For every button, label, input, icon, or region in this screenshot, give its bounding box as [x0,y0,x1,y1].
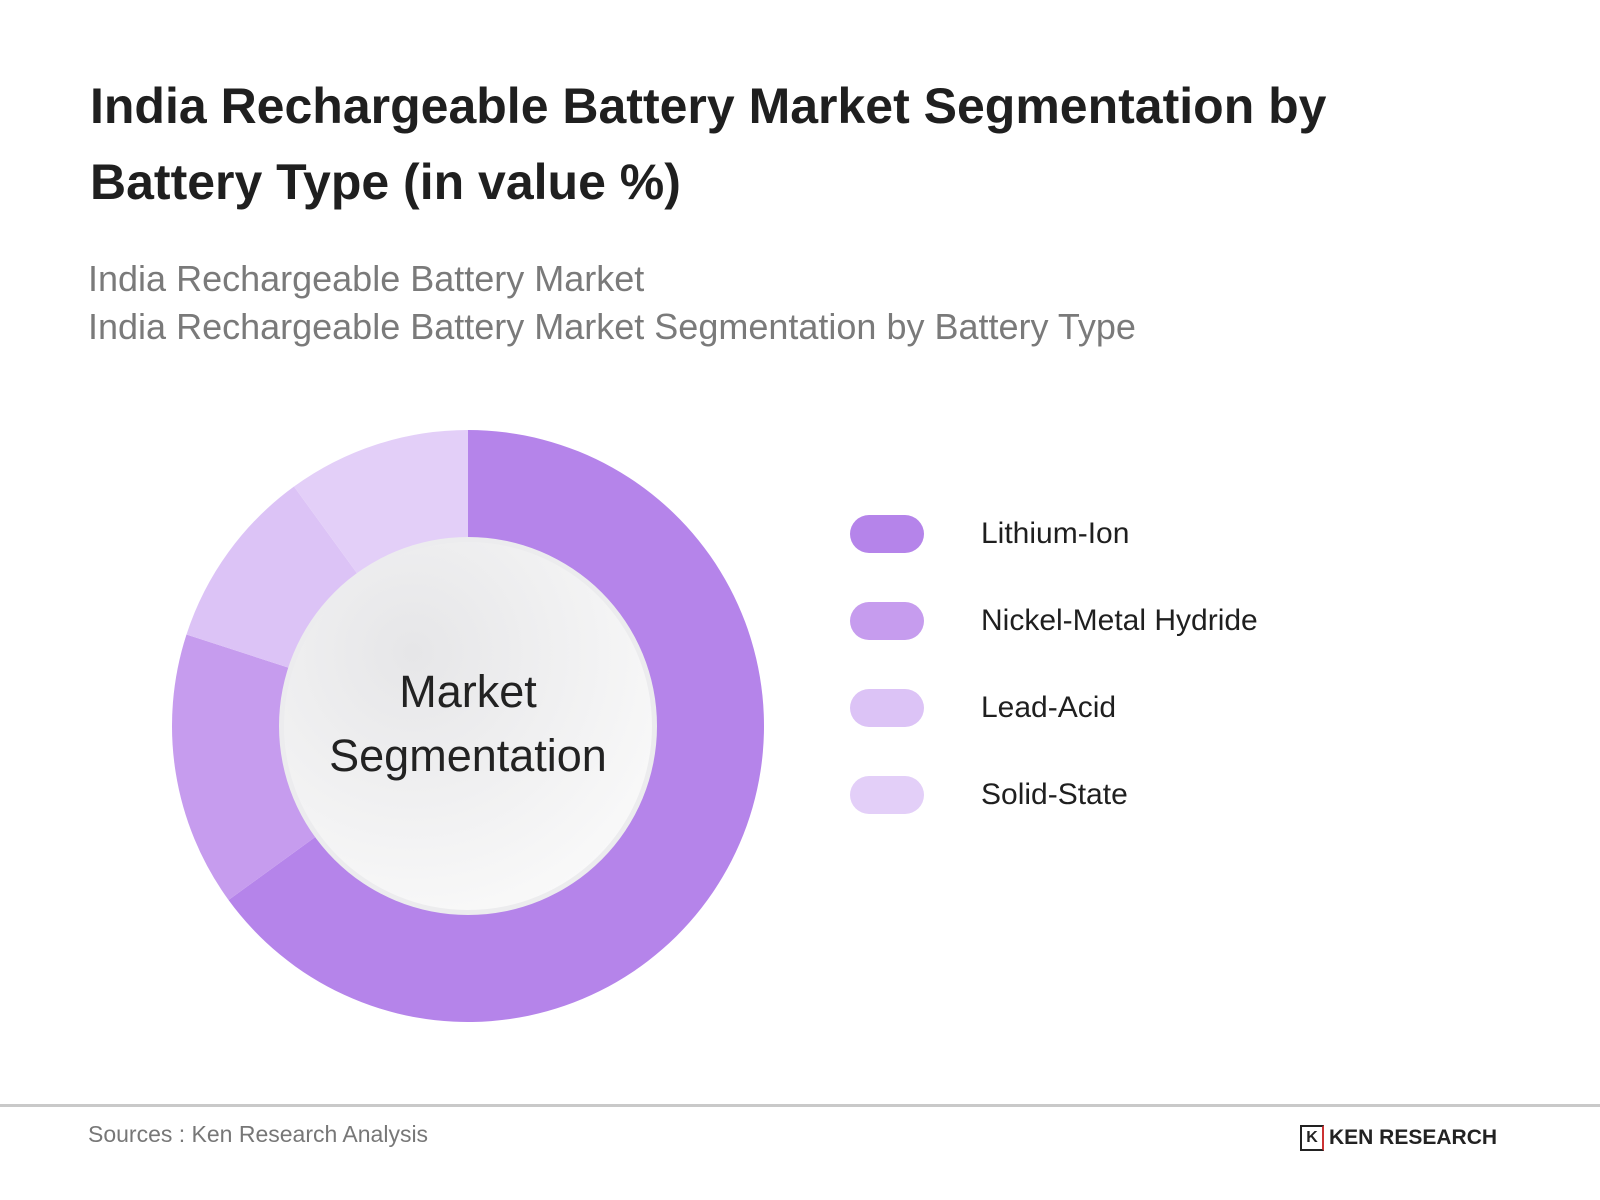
ken-research-logo: K KEN RESEARCH [1300,1125,1497,1151]
legend-swatch [850,602,924,640]
center-label-line-2: Segmentation [329,730,607,781]
legend-label: Solid-State [981,778,1128,811]
legend-label: Lead-Acid [981,691,1117,724]
logo-text: KEN RESEARCH [1329,1126,1498,1149]
chart-title: India Rechargeable Battery Market Segmen… [90,78,1327,210]
legend-label: Nickel-Metal Hydride [981,604,1258,637]
legend-swatch [850,776,924,814]
source-note: Sources : Ken Research Analysis [88,1121,429,1147]
legend-swatch [850,689,924,727]
logo-mark-icon: K [1300,1125,1324,1151]
center-label-line-1: Market [399,666,537,717]
subtitle-market: India Rechargeable Battery Market [88,258,645,299]
subtitle-segmentation: India Rechargeable Battery Market Segmen… [88,306,1136,347]
footer-divider [0,1104,1600,1107]
legend-item: Nickel-Metal Hydride [850,602,1258,640]
legend-item: Solid-State [850,776,1128,814]
legend-item: Lead-Acid [850,689,1116,727]
legend-swatch [850,515,924,553]
center-label: Market Segmentation [268,660,668,788]
legend-item: Lithium-Ion [850,515,1129,553]
legend-label: Lithium-Ion [981,517,1130,550]
donut-hole [284,542,652,910]
